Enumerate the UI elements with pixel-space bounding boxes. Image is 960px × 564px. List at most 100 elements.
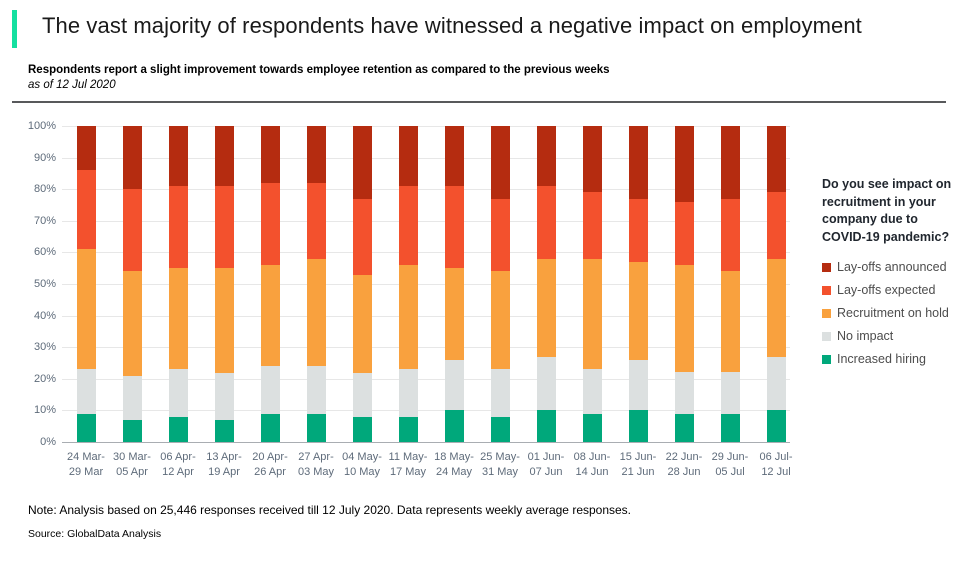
x-tick-label: 01 Jun- 07 Jun [527, 451, 565, 478]
gridline-50 [62, 284, 790, 285]
bar-segment-lay-offs-announced [444, 126, 464, 187]
x-tick-label: 13 Apr- 19 Apr [206, 451, 242, 478]
bar-segment-lay-offs-announced [398, 126, 418, 187]
stacked-bar [444, 126, 464, 442]
bar-segment-no-impact [490, 369, 510, 417]
legend-item: Increased hiring [822, 352, 960, 366]
y-tick-label: 20% [33, 372, 56, 385]
y-axis: 0% 10% 20% 30% 40% 50% 60% 70% 80% 90% 100% [0, 120, 56, 448]
bar-segment-recruitment-on-hold [628, 261, 648, 360]
bar-segment-no-impact [306, 366, 326, 414]
bar-segment-increased-hiring [168, 416, 188, 442]
bar-segment-recruitment-on-hold [398, 265, 418, 370]
bar-segment-lay-offs-expected [766, 192, 786, 259]
bar-segment-lay-offs-announced [490, 126, 510, 199]
stacked-bar [766, 126, 786, 442]
y-tick-label: 80% [33, 183, 56, 196]
legend-label: Lay-offs announced [837, 260, 947, 274]
bar-segment-lay-offs-announced [352, 126, 372, 199]
x-tick-label: 11 May- 17 May [388, 451, 428, 478]
gridline-30 [62, 347, 790, 349]
bar-segment-lay-offs-announced [122, 126, 142, 190]
bar-segment-lay-offs-expected [720, 198, 740, 272]
bar-segment-lay-offs-announced [720, 126, 740, 199]
bar-segment-no-impact [582, 369, 602, 414]
bar-segment-lay-offs-announced [76, 126, 96, 171]
bar-segment-lay-offs-expected [168, 186, 188, 269]
gridline-70 [62, 220, 790, 222]
bar-segment-lay-offs-expected [582, 192, 602, 259]
bar-segment-recruitment-on-hold [352, 274, 372, 373]
bar-segment-lay-offs-announced [260, 126, 280, 183]
x-tick-label: 06 Apr- 12 Apr [160, 451, 196, 478]
as-of-date: as of 12 Jul 2020 [28, 79, 116, 91]
bar-segment-increased-hiring [720, 413, 740, 442]
x-tick-label: 25 May- 31 May [480, 451, 520, 478]
legend-label: Lay-offs expected [837, 283, 936, 297]
x-axis-line [62, 442, 790, 443]
bar-segment-lay-offs-announced [582, 126, 602, 193]
x-tick-label: 04 May- 10 May [342, 451, 382, 478]
bar-segment-lay-offs-expected [76, 170, 96, 250]
legend-label: Recruitment on hold [837, 306, 949, 320]
bar-segment-lay-offs-expected [352, 198, 372, 275]
bar-segment-increased-hiring [536, 410, 556, 442]
bar-segment-no-impact [536, 356, 556, 411]
page-title: The vast majority of respondents have wi… [42, 13, 862, 38]
plot-area [62, 126, 790, 443]
bar-segment-recruitment-on-hold [260, 265, 280, 367]
bar-segment-recruitment-on-hold [720, 271, 740, 373]
stacked-bar [674, 126, 694, 442]
bar-segment-recruitment-on-hold [444, 268, 464, 360]
x-tick-label: 18 May- 24 May [434, 451, 474, 478]
bar-segment-no-impact [398, 369, 418, 417]
bar-segment-no-impact [444, 359, 464, 411]
legend-item: Lay-offs announced [822, 260, 960, 274]
bar-segment-lay-offs-announced [674, 126, 694, 202]
legend-swatch-icon [822, 354, 831, 364]
title-accent-bar [12, 10, 17, 48]
y-tick-label: 100% [27, 120, 56, 132]
bar-segment-lay-offs-expected [444, 186, 464, 269]
bar-segment-lay-offs-announced [536, 126, 556, 187]
chart-legend: Do you see impact on recruitment in your… [822, 176, 960, 375]
stacked-bar [122, 126, 142, 442]
bar-segment-lay-offs-announced [168, 126, 188, 187]
bar-segment-lay-offs-expected [674, 201, 694, 266]
source-line: Source: GlobalData Analysis [28, 528, 162, 540]
bar-segment-increased-hiring [766, 410, 786, 442]
y-tick-label: 0% [40, 436, 56, 448]
y-tick-label: 40% [33, 309, 56, 322]
bar-segment-no-impact [720, 372, 740, 414]
x-axis: 24 Mar- 29 Mar 30 Mar- 05 Apr 06 Apr- 12 Apr 1… [62, 450, 792, 484]
bar-segment-lay-offs-expected [398, 186, 418, 266]
bar-segment-lay-offs-expected [306, 182, 326, 259]
gridline-20 [62, 378, 790, 380]
gridline-60 [62, 252, 790, 254]
legend-swatch-icon [822, 262, 831, 272]
bar-segment-lay-offs-expected [490, 198, 510, 272]
bar-segment-lay-offs-announced [214, 126, 234, 187]
bar-segment-no-impact [352, 372, 372, 417]
bar-segment-increased-hiring [444, 410, 464, 442]
stacked-bar [168, 126, 188, 442]
stacked-bar [76, 126, 96, 442]
x-tick-label: 30 Mar- 05 Apr [113, 451, 151, 478]
bar-segment-no-impact [766, 356, 786, 411]
bar-segment-no-impact [122, 375, 142, 420]
legend-question: Do you see impact on recruitment in your… [822, 177, 952, 244]
bar-segment-increased-hiring [122, 419, 142, 442]
bar-segment-lay-offs-expected [628, 198, 648, 262]
bar-segment-increased-hiring [260, 413, 280, 442]
header-divider [12, 101, 946, 103]
bar-segment-lay-offs-expected [214, 186, 234, 269]
x-tick-label: 29 Jun- 05 Jul [711, 451, 749, 478]
bar-segment-lay-offs-expected [122, 189, 142, 272]
bar-segment-increased-hiring [306, 413, 326, 442]
x-tick-label: 22 Jun- 28 Jun [665, 451, 703, 478]
bar-segment-increased-hiring [674, 413, 694, 442]
stacked-bar [720, 126, 740, 442]
stacked-bar [536, 126, 556, 442]
stacked-bar [490, 126, 510, 442]
